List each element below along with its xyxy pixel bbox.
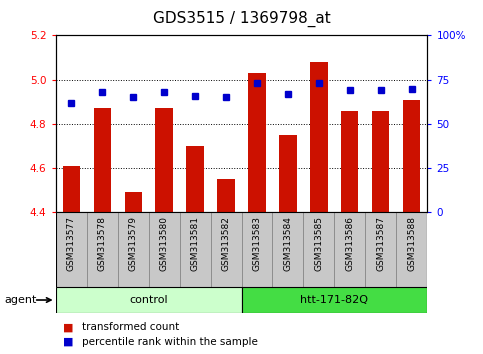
Bar — [334, 212, 366, 287]
Bar — [86, 212, 117, 287]
Bar — [217, 179, 235, 212]
Text: GSM313585: GSM313585 — [314, 216, 324, 271]
Bar — [341, 110, 358, 212]
Text: GSM313582: GSM313582 — [222, 216, 230, 271]
Bar — [56, 287, 242, 313]
Text: GSM313581: GSM313581 — [190, 216, 199, 271]
Bar — [272, 212, 303, 287]
Text: ■: ■ — [63, 337, 73, 347]
Text: htt-171-82Q: htt-171-82Q — [300, 295, 369, 305]
Bar — [56, 212, 86, 287]
Bar — [303, 212, 334, 287]
Text: GSM313577: GSM313577 — [67, 216, 75, 271]
Bar — [242, 287, 427, 313]
Text: agent: agent — [5, 295, 37, 305]
Bar — [403, 99, 421, 212]
Bar — [62, 166, 80, 212]
Bar — [311, 62, 327, 212]
Text: GDS3515 / 1369798_at: GDS3515 / 1369798_at — [153, 11, 330, 27]
Bar — [372, 110, 389, 212]
Text: ■: ■ — [63, 322, 73, 332]
Bar — [186, 146, 203, 212]
Text: percentile rank within the sample: percentile rank within the sample — [82, 337, 258, 347]
Text: GSM313580: GSM313580 — [159, 216, 169, 271]
Bar — [149, 212, 180, 287]
Bar — [125, 193, 142, 212]
Text: GSM313588: GSM313588 — [408, 216, 416, 271]
Text: GSM313579: GSM313579 — [128, 216, 138, 271]
Text: GSM313587: GSM313587 — [376, 216, 385, 271]
Text: control: control — [129, 295, 168, 305]
Bar — [211, 212, 242, 287]
Text: GSM313586: GSM313586 — [345, 216, 355, 271]
Bar — [117, 212, 149, 287]
Bar — [242, 212, 272, 287]
Text: GSM313583: GSM313583 — [253, 216, 261, 271]
Bar — [366, 212, 397, 287]
Text: GSM313578: GSM313578 — [98, 216, 107, 271]
Bar — [280, 135, 297, 212]
Bar — [397, 212, 427, 287]
Bar — [156, 108, 172, 212]
Text: transformed count: transformed count — [82, 322, 179, 332]
Text: GSM313584: GSM313584 — [284, 216, 293, 271]
Bar — [248, 73, 266, 212]
Bar — [94, 108, 111, 212]
Bar — [180, 212, 211, 287]
